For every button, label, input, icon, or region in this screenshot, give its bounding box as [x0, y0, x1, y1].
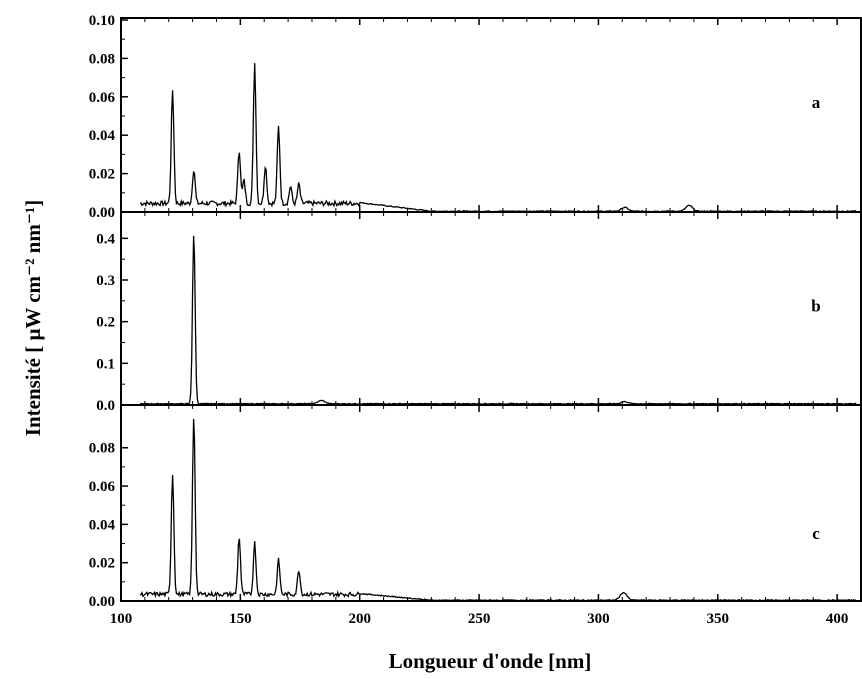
y-tick-label-c-0: 0.00: [89, 594, 115, 610]
y-tick-label-c-3: 0.06: [89, 479, 116, 495]
spectrum-line-b: [139, 235, 857, 405]
y-tick-label-a-0: 0.00: [89, 205, 115, 221]
y-tick-label-a-1: 0.02: [89, 167, 115, 183]
y-tick-label-c-2: 0.04: [89, 517, 116, 533]
panel-c: 0.00 0.02 0.04 0.06 0.08 c: [89, 404, 862, 610]
y-tick-label-a-4: 0.08: [89, 51, 115, 67]
x-tick-label-6: 400: [826, 611, 849, 627]
panel-b: 0.0 0.1 0.2 0.3 0.4 b: [96, 211, 862, 414]
y-tick-label-b-2: 0.2: [96, 315, 115, 331]
panel-c-frame: [120, 404, 862, 602]
panel-label-b: b: [811, 297, 820, 316]
y-tick-label-a-3: 0.06: [89, 90, 116, 106]
x-tick-label-0: 100: [110, 611, 133, 627]
spectrum-line-c: [140, 418, 857, 602]
y-tick-label-b-4: 0.4: [96, 231, 115, 247]
panel-a: 0.00 0.02 0.04 0.06 0.08 0.10 a: [89, 13, 862, 221]
x-tick-label-2: 200: [348, 611, 371, 627]
y-axis-title: Intensité [ μW cm⁻² nm⁻¹]: [21, 200, 45, 436]
x-tick-label-5: 350: [707, 611, 730, 627]
x-tick-label-1: 150: [229, 611, 252, 627]
y-tick-label-a-5: 0.10: [89, 13, 115, 29]
y-tick-label-b-0: 0.0: [96, 398, 115, 414]
spectrum-line-a: [139, 63, 857, 213]
panel-label-c: c: [812, 524, 820, 543]
panel-label-a: a: [812, 93, 821, 112]
y-tick-label-b-1: 0.1: [96, 356, 115, 372]
x-tick-label-4: 300: [587, 611, 610, 627]
y-tick-label-b-3: 0.3: [96, 273, 115, 289]
y-tick-label-a-2: 0.04: [89, 128, 116, 144]
y-tick-label-c-4: 0.08: [89, 441, 115, 457]
x-tick-label-3: 250: [468, 611, 491, 627]
y-tick-label-c-1: 0.02: [89, 556, 115, 572]
panel-b-frame: [120, 211, 862, 406]
panel-a-frame: [120, 17, 862, 213]
x-axis-title: Longueur d'onde [nm]: [389, 649, 592, 673]
x-axis-tick-labels: 100 150 200 250 300 350 400: [110, 611, 849, 627]
